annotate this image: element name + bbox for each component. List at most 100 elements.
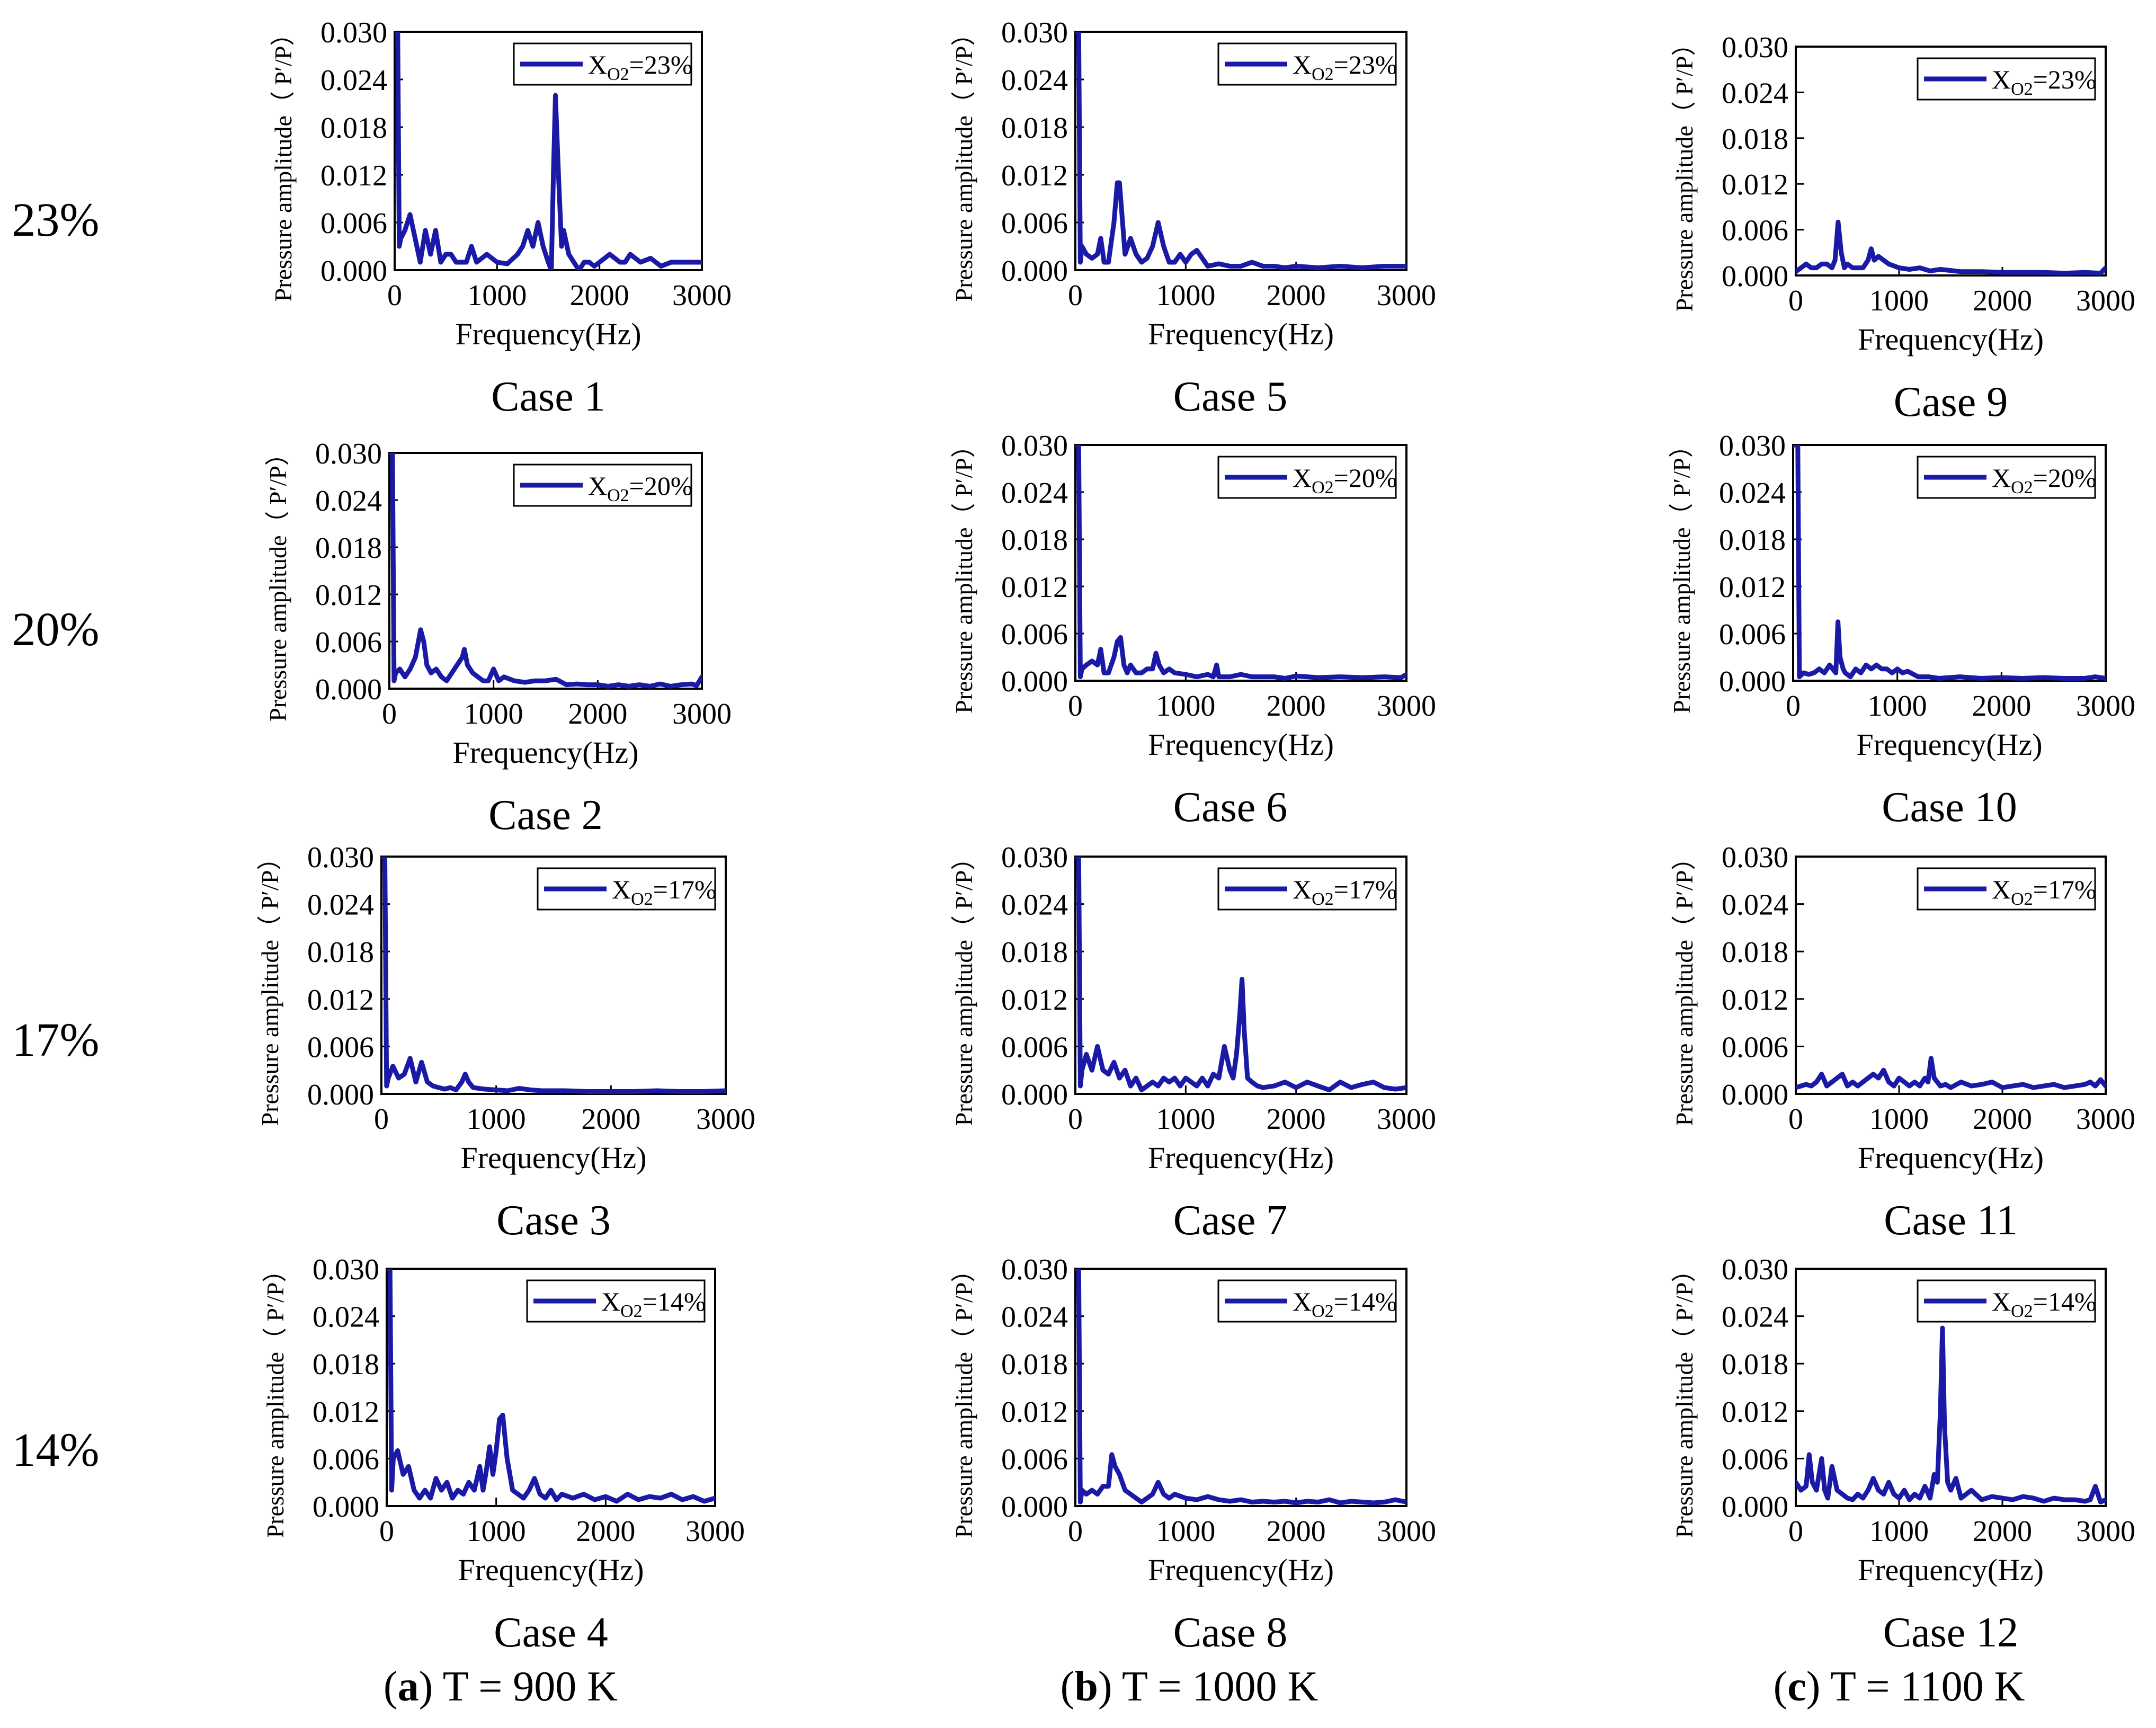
chart-panel: 0.000 0.006 0.012 0.018 0.024 0.030 0 1000 2000 3… — [950, 1253, 1436, 1656]
y-tick-label: 0.006 — [320, 207, 387, 240]
y-tick-label: 0.030 — [1722, 841, 1788, 874]
row-label-17: 17% — [12, 1014, 100, 1066]
series-line — [1793, 445, 2106, 681]
y-tick-label: 0.012 — [1001, 571, 1068, 604]
legend-label: XO2=17% — [612, 875, 717, 909]
y-tick-label: 0.006 — [1001, 1443, 1068, 1476]
y-tick-label: 0.030 — [1001, 1253, 1068, 1286]
column-labels: (a) T = 900 K (b) T = 1000 K (c) T = 110… — [384, 1663, 2025, 1710]
chart-panel: 0.000 0.006 0.012 0.018 0.024 0.030 0 1000 2000 3… — [256, 841, 755, 1244]
series-line — [1075, 445, 1406, 681]
legend-label: XO2=17% — [1992, 875, 2097, 909]
x-tick-label: 0 — [1068, 1103, 1083, 1136]
x-axis-label: Frequency(Hz) — [1856, 727, 2042, 762]
x-tick-label: 3000 — [672, 698, 732, 731]
case-caption: Case 9 — [1894, 379, 2008, 425]
y-tick-label: 0.012 — [315, 579, 382, 612]
chart-panel: 0.000 0.006 0.012 0.018 0.024 0.030 0 1000 2000 3… — [950, 16, 1436, 420]
x-tick-label: 3000 — [1377, 690, 1436, 723]
plot-frame — [388, 452, 703, 690]
chart-panel: 0.000 0.006 0.012 0.018 0.024 0.030 0 1000 2000 3… — [1671, 841, 2135, 1244]
case-caption: Case 7 — [1173, 1197, 1288, 1244]
y-axis-label: Pressure amplitude（ P′/P） — [950, 22, 977, 302]
x-tick-label: 0 — [1788, 284, 1803, 317]
x-tick-label: 2000 — [1267, 690, 1326, 723]
x-tick-label: 1000 — [464, 698, 523, 731]
y-axis-label: Pressure amplitude（ P′/P） — [950, 433, 977, 714]
x-tick-label: 0 — [1786, 690, 1801, 723]
x-tick-label: 1000 — [467, 1515, 526, 1548]
case-caption: Case 2 — [488, 792, 603, 839]
x-tick-label: 3000 — [696, 1103, 755, 1136]
x-tick-label: 0 — [1788, 1103, 1803, 1136]
case-caption: Case 11 — [1884, 1197, 2018, 1244]
y-tick-label: 0.024 — [307, 889, 374, 922]
y-tick-label: 0.006 — [315, 626, 382, 659]
y-axis-label: Pressure amplitude（ P′/P） — [270, 22, 297, 302]
legend-label: XO2=14% — [601, 1287, 706, 1321]
y-tick-label: 0.018 — [1722, 123, 1788, 156]
y-tick-label: 0.018 — [1001, 936, 1068, 969]
y-tick-label: 0.030 — [1001, 16, 1068, 49]
y-axis-label: Pressure amplitude（ P′/P） — [950, 1258, 977, 1538]
y-tick-label: 0.018 — [1719, 524, 1786, 557]
chart-panel: 0.000 0.006 0.012 0.018 0.024 0.030 0 1000 2000 3… — [264, 438, 732, 839]
plot-frame — [1074, 1268, 1407, 1507]
y-tick-label: 0.030 — [1722, 31, 1788, 64]
y-tick-label: 0.030 — [313, 1253, 379, 1286]
x-tick-label: 1000 — [1156, 1515, 1215, 1548]
legend-label: XO2=20% — [1293, 463, 1397, 497]
chart-panels: 0.000 0.006 0.012 0.018 0.024 0.030 0 1000 2000 3… — [256, 16, 2135, 1656]
x-axis-label: Frequency(Hz) — [460, 1141, 646, 1175]
x-tick-label: 2000 — [576, 1515, 635, 1548]
y-tick-label: 0.018 — [307, 936, 374, 969]
y-axis-label: Pressure amplitude（ P′/P） — [1668, 433, 1695, 714]
y-tick-label: 0.000 — [313, 1491, 379, 1524]
y-tick-label: 0.000 — [1722, 1079, 1788, 1111]
y-tick-label: 0.000 — [315, 673, 382, 706]
y-tick-label: 0.024 — [1001, 889, 1068, 922]
y-tick-label: 0.012 — [1722, 168, 1788, 201]
chart-panel: 0.000 0.006 0.012 0.018 0.024 0.030 0 1000 2000 3… — [262, 1253, 745, 1656]
case-caption: Case 12 — [1883, 1609, 2019, 1656]
y-tick-label: 0.006 — [1722, 215, 1788, 247]
y-tick-label: 0.012 — [307, 984, 374, 1017]
legend-label: XO2=23% — [1992, 65, 2097, 99]
y-tick-label: 0.024 — [1001, 477, 1068, 510]
plot-frame — [1074, 444, 1407, 682]
plot-frame — [1074, 31, 1407, 271]
x-tick-label: 1000 — [1869, 284, 1929, 317]
x-tick-label: 2000 — [568, 698, 627, 731]
y-axis-label: Pressure amplitude（ P′/P） — [950, 846, 977, 1126]
y-tick-label: 0.012 — [1001, 159, 1068, 192]
y-tick-label: 0.024 — [1719, 477, 1786, 510]
y-tick-label: 0.000 — [1001, 255, 1068, 288]
row-labels: 23% 20% 17% 14% — [12, 194, 100, 1476]
row-label-14: 14% — [12, 1424, 100, 1476]
plot-frame — [1074, 856, 1407, 1095]
chart-panel: 0.000 0.006 0.012 0.018 0.024 0.030 0 1000 2000 3… — [950, 841, 1436, 1244]
x-tick-label: 3000 — [2076, 690, 2135, 723]
x-tick-label: 3000 — [1377, 1515, 1436, 1548]
y-tick-label: 0.006 — [1722, 1443, 1788, 1476]
y-tick-label: 0.012 — [1722, 1396, 1788, 1429]
x-tick-label: 2000 — [570, 279, 629, 312]
case-caption: Case 8 — [1173, 1609, 1288, 1656]
series-line — [1075, 857, 1406, 1092]
column-label-c: (c) T = 1100 K — [1774, 1663, 2025, 1710]
y-tick-label: 0.000 — [320, 255, 387, 288]
row-label-23: 23% — [12, 194, 100, 246]
x-tick-label: 1000 — [1156, 1103, 1215, 1136]
y-tick-label: 0.030 — [307, 841, 374, 874]
column-label-b: (b) T = 1000 K — [1061, 1663, 1318, 1710]
y-tick-label: 0.018 — [1001, 1348, 1068, 1381]
chart-panel: 0.000 0.006 0.012 0.018 0.024 0.030 0 1000 2000 3… — [1671, 1253, 2135, 1656]
case-caption: Case 5 — [1173, 373, 1288, 420]
y-tick-label: 0.030 — [1001, 841, 1068, 874]
series-line — [1796, 219, 2106, 275]
legend-label: XO2=17% — [1293, 875, 1397, 909]
x-axis-label: Frequency(Hz) — [1148, 317, 1334, 351]
case-caption: Case 10 — [1882, 784, 2017, 831]
plot-frame — [1795, 46, 2107, 277]
y-tick-label: 0.012 — [1722, 984, 1788, 1017]
